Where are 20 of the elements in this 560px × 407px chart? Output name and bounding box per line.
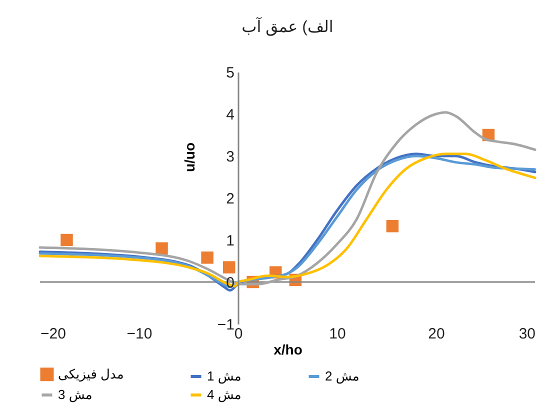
y-tick-label: 3 — [226, 148, 234, 166]
legend-label: مش 3 — [58, 387, 92, 403]
y-tick-label: 5 — [226, 64, 234, 82]
y-tick-label: 1 — [226, 232, 234, 250]
y-tick-label: 4 — [226, 106, 234, 124]
legend-label: مش 2 — [325, 368, 360, 384]
x-tick-label: 20 — [428, 326, 445, 342]
y-tick-label: 2 — [226, 190, 234, 208]
legend-label: مش 1 — [207, 368, 242, 384]
x-axis-title: x/ho — [274, 342, 302, 358]
y-tick-label: 0 — [226, 274, 234, 292]
chart-title: الف) عمق آب — [242, 16, 334, 36]
x-tick-label: 30 — [518, 326, 536, 342]
legend-label: مدل فیزیکی — [58, 366, 124, 382]
legend-label: مش 4 — [207, 387, 242, 403]
x-tick-label: 10 — [329, 326, 346, 342]
y-axis-title: u/uo — [181, 142, 198, 172]
y-tick-label: −1 — [217, 316, 234, 334]
x-tick-label: −10 — [126, 326, 152, 342]
x-tick-label: −20 — [40, 326, 66, 342]
